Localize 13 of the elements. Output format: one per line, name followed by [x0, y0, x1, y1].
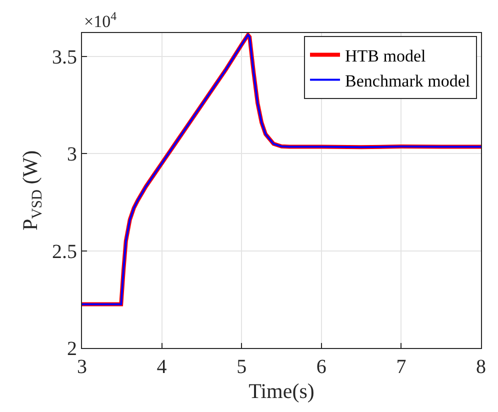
- x-axis-title: Time(s): [248, 379, 314, 404]
- y-tick-label: 2.5: [52, 240, 77, 263]
- x-tick-label: 8: [476, 356, 486, 378]
- y-tick-label: 2: [67, 338, 77, 360]
- y-tick-label: 3: [67, 144, 77, 166]
- legend-label: HTB model: [345, 46, 426, 66]
- x-tick-label: 5: [236, 356, 247, 378]
- x-tick-label: 4: [156, 356, 167, 378]
- x-tick-label: 6: [316, 356, 326, 378]
- y-tick-label: 3.5: [52, 46, 77, 68]
- text: ×10$^{4}$: [84, 9, 117, 32]
- x-tick-label: 7: [396, 356, 406, 378]
- legend-label: Benchmark model: [345, 71, 470, 90]
